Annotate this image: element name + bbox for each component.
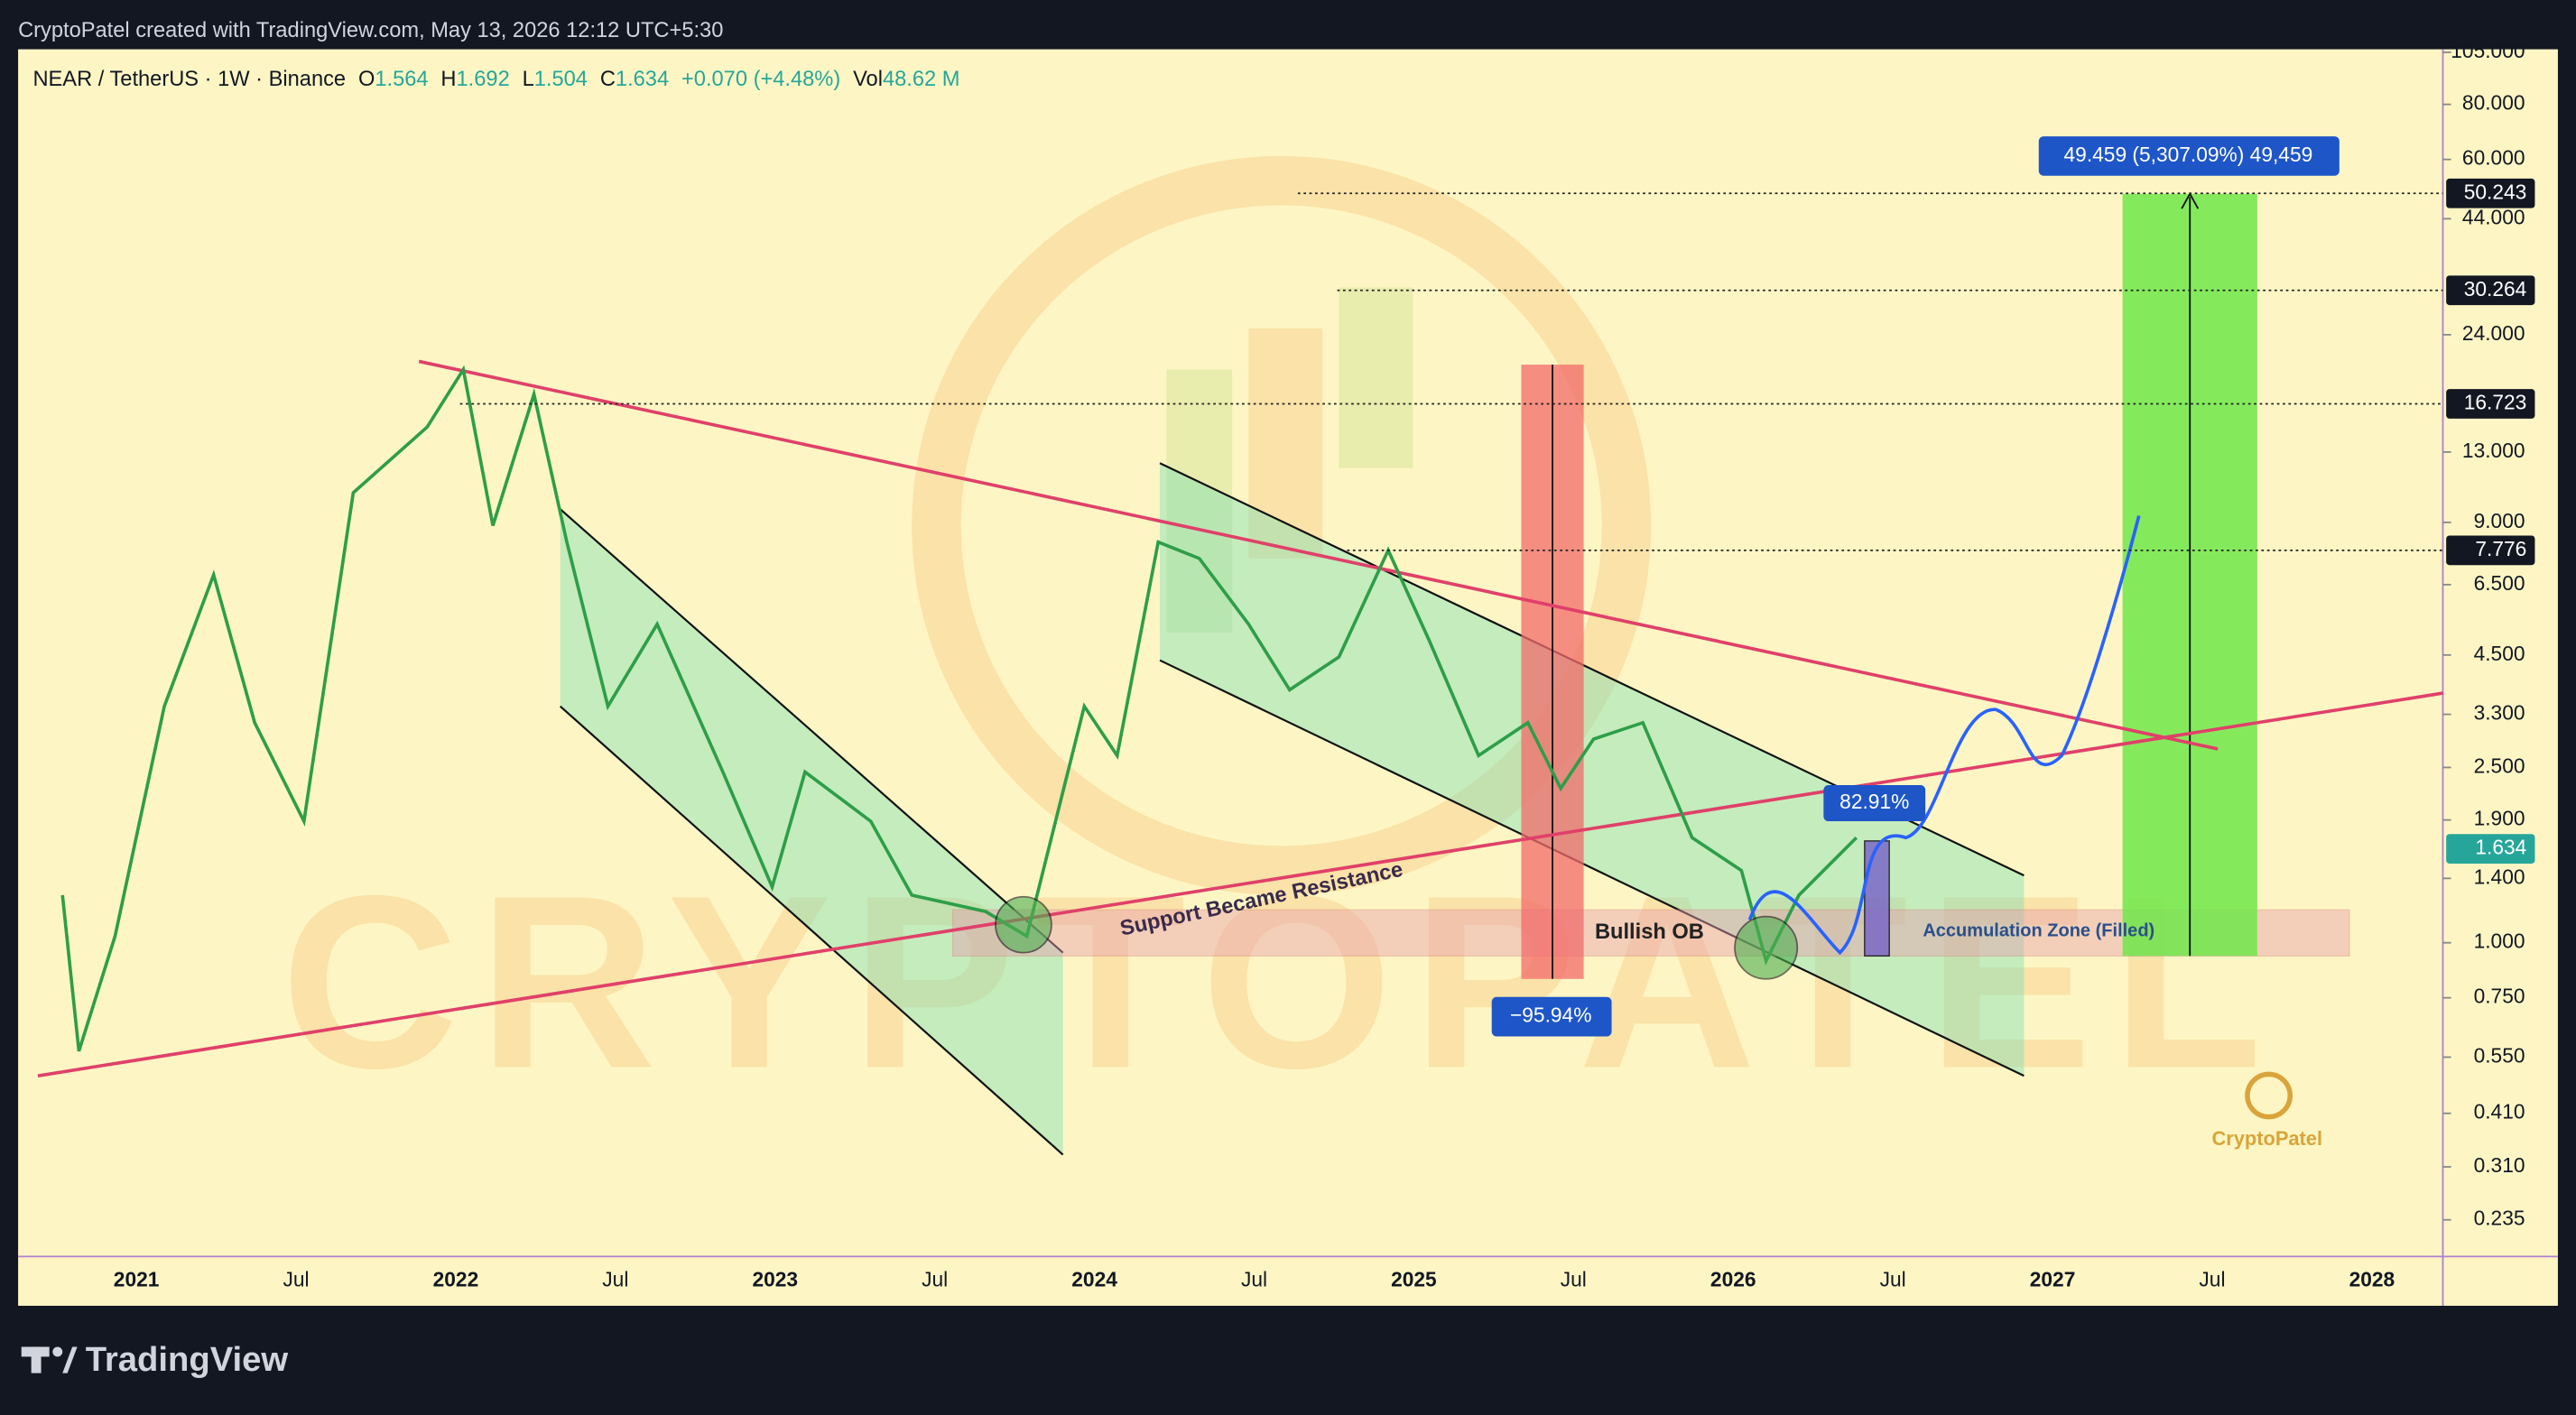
time-label: 2025 (1391, 1268, 1437, 1291)
time-label: Jul (2199, 1268, 2225, 1291)
legend-value: 1.634 (616, 68, 669, 91)
price-tick-label: 105.000 (2451, 39, 2525, 62)
price-tick-label: 0.550 (2474, 1043, 2525, 1067)
price-tick-label: 0.310 (2474, 1153, 2525, 1177)
logo-shape (52, 1346, 63, 1357)
price-tick-label: 9.000 (2474, 509, 2525, 532)
price-tick-label: 4.500 (2474, 642, 2525, 665)
watermark-bar (1339, 287, 1413, 468)
channel-line (559, 705, 1064, 1156)
time-label: Jul (283, 1268, 309, 1291)
legend-key: O (358, 68, 375, 91)
price-tick-label: 3.300 (2474, 701, 2525, 725)
level-label: 1.634 (2475, 836, 2526, 859)
watermark-brand: CryptoPatel (2212, 1127, 2323, 1150)
legend-value: 1.564 (375, 68, 428, 91)
legend-change: +0.070 (+4.48%) (681, 68, 840, 91)
highlight-circle (995, 895, 1052, 954)
price-tick-label: 6.500 (2474, 571, 2525, 595)
time-label: Jul (922, 1268, 948, 1291)
drop-badge (1491, 996, 1612, 1037)
price-tick-label: 60.000 (2462, 146, 2525, 170)
time-label: Jul (1241, 1268, 1267, 1291)
watermark-text: CRYPTOPATEL (281, 844, 2282, 1119)
legend-key: L (523, 68, 534, 91)
level-badge (2446, 178, 2535, 208)
channel-line (1159, 659, 2025, 1077)
logo-shape (31, 1346, 42, 1373)
footer-logo-icon (21, 1346, 78, 1373)
trendline (37, 691, 2443, 1077)
bounce-range (1864, 840, 1890, 957)
legend-key: Vol (853, 68, 883, 91)
channel-fill (1160, 463, 2025, 1077)
time-label: Jul (1561, 1268, 1587, 1291)
time-label: 2023 (752, 1268, 798, 1291)
logo-shape (62, 1346, 78, 1373)
legend: NEAR / TetherUS · 1W · Binance O1.564 H1… (32, 68, 959, 91)
header-text: CryptoPatel created with TradingView.com… (18, 19, 723, 42)
accumulation-label: Accumulation Zone (Filled) (1923, 920, 2154, 940)
time-label: 2028 (2349, 1268, 2395, 1291)
time-label: 2021 (114, 1268, 160, 1291)
watermark-ring (912, 155, 1652, 895)
channel-fill (560, 509, 1063, 1155)
level-badge (2446, 389, 2535, 419)
watermark-bar (1248, 328, 1323, 559)
target-badge (2038, 136, 2340, 176)
time-label: 2027 (2030, 1268, 2076, 1291)
time-label: 2026 (1710, 1268, 1756, 1291)
price-tick-label: 44.000 (2462, 205, 2525, 228)
price-tick-label: 24.000 (2462, 321, 2525, 345)
level-label: 50.243 (2464, 180, 2527, 203)
level-label: 7.776 (2475, 537, 2526, 560)
time-label: 2024 (1071, 1268, 1117, 1291)
legend-value: 48.62 M (883, 68, 959, 91)
level-badge (2446, 834, 2535, 864)
time-label: Jul (602, 1268, 628, 1291)
bounce-label: 82.91% (1839, 790, 1909, 813)
price-tick-label: 1.000 (2474, 929, 2525, 953)
drop-label: −95.94% (1510, 1003, 1591, 1027)
legend-key: H (440, 68, 456, 91)
price-tick-label: 2.500 (2474, 754, 2525, 777)
highlight-circle (1734, 915, 1799, 980)
level-label: 30.264 (2464, 277, 2527, 301)
bounce-badge (1823, 784, 1926, 822)
price-tick-label: 1.900 (2474, 807, 2525, 830)
level-badge (2446, 535, 2535, 566)
price-tick-label: 80.000 (2462, 91, 2525, 115)
price-tick-label: 0.410 (2474, 1100, 2525, 1124)
price-tick-label: 0.235 (2474, 1207, 2525, 1230)
channel-line (559, 508, 1064, 954)
legend-value: 1.504 (534, 68, 588, 91)
legend-symbol: NEAR / TetherUS · 1W · Binance (32, 68, 346, 91)
legend-value: 1.692 (457, 68, 510, 91)
bullish-ob-label: Bullish OB (1595, 920, 1704, 944)
accumulation-zone (951, 909, 2350, 957)
watermark-logo: CRYPTOPATEL (281, 155, 2282, 1119)
watermark-icon (2245, 1071, 2293, 1120)
projection-path (1747, 515, 2141, 956)
price-tick-label: 1.400 (2474, 865, 2525, 888)
time-label: Jul (1880, 1268, 1906, 1291)
price-tick-label: 0.750 (2474, 985, 2525, 1008)
level-badge (2446, 275, 2535, 306)
target-label: 49.459 (5,307.09%) 49,459 (2064, 143, 2313, 166)
legend-key: C (600, 68, 616, 91)
time-label: 2022 (433, 1268, 479, 1291)
footer-logo: TradingView (86, 1340, 289, 1379)
level-label: 16.723 (2464, 391, 2527, 414)
trendline (418, 359, 2219, 751)
price-tick-label: 13.000 (2462, 439, 2525, 462)
